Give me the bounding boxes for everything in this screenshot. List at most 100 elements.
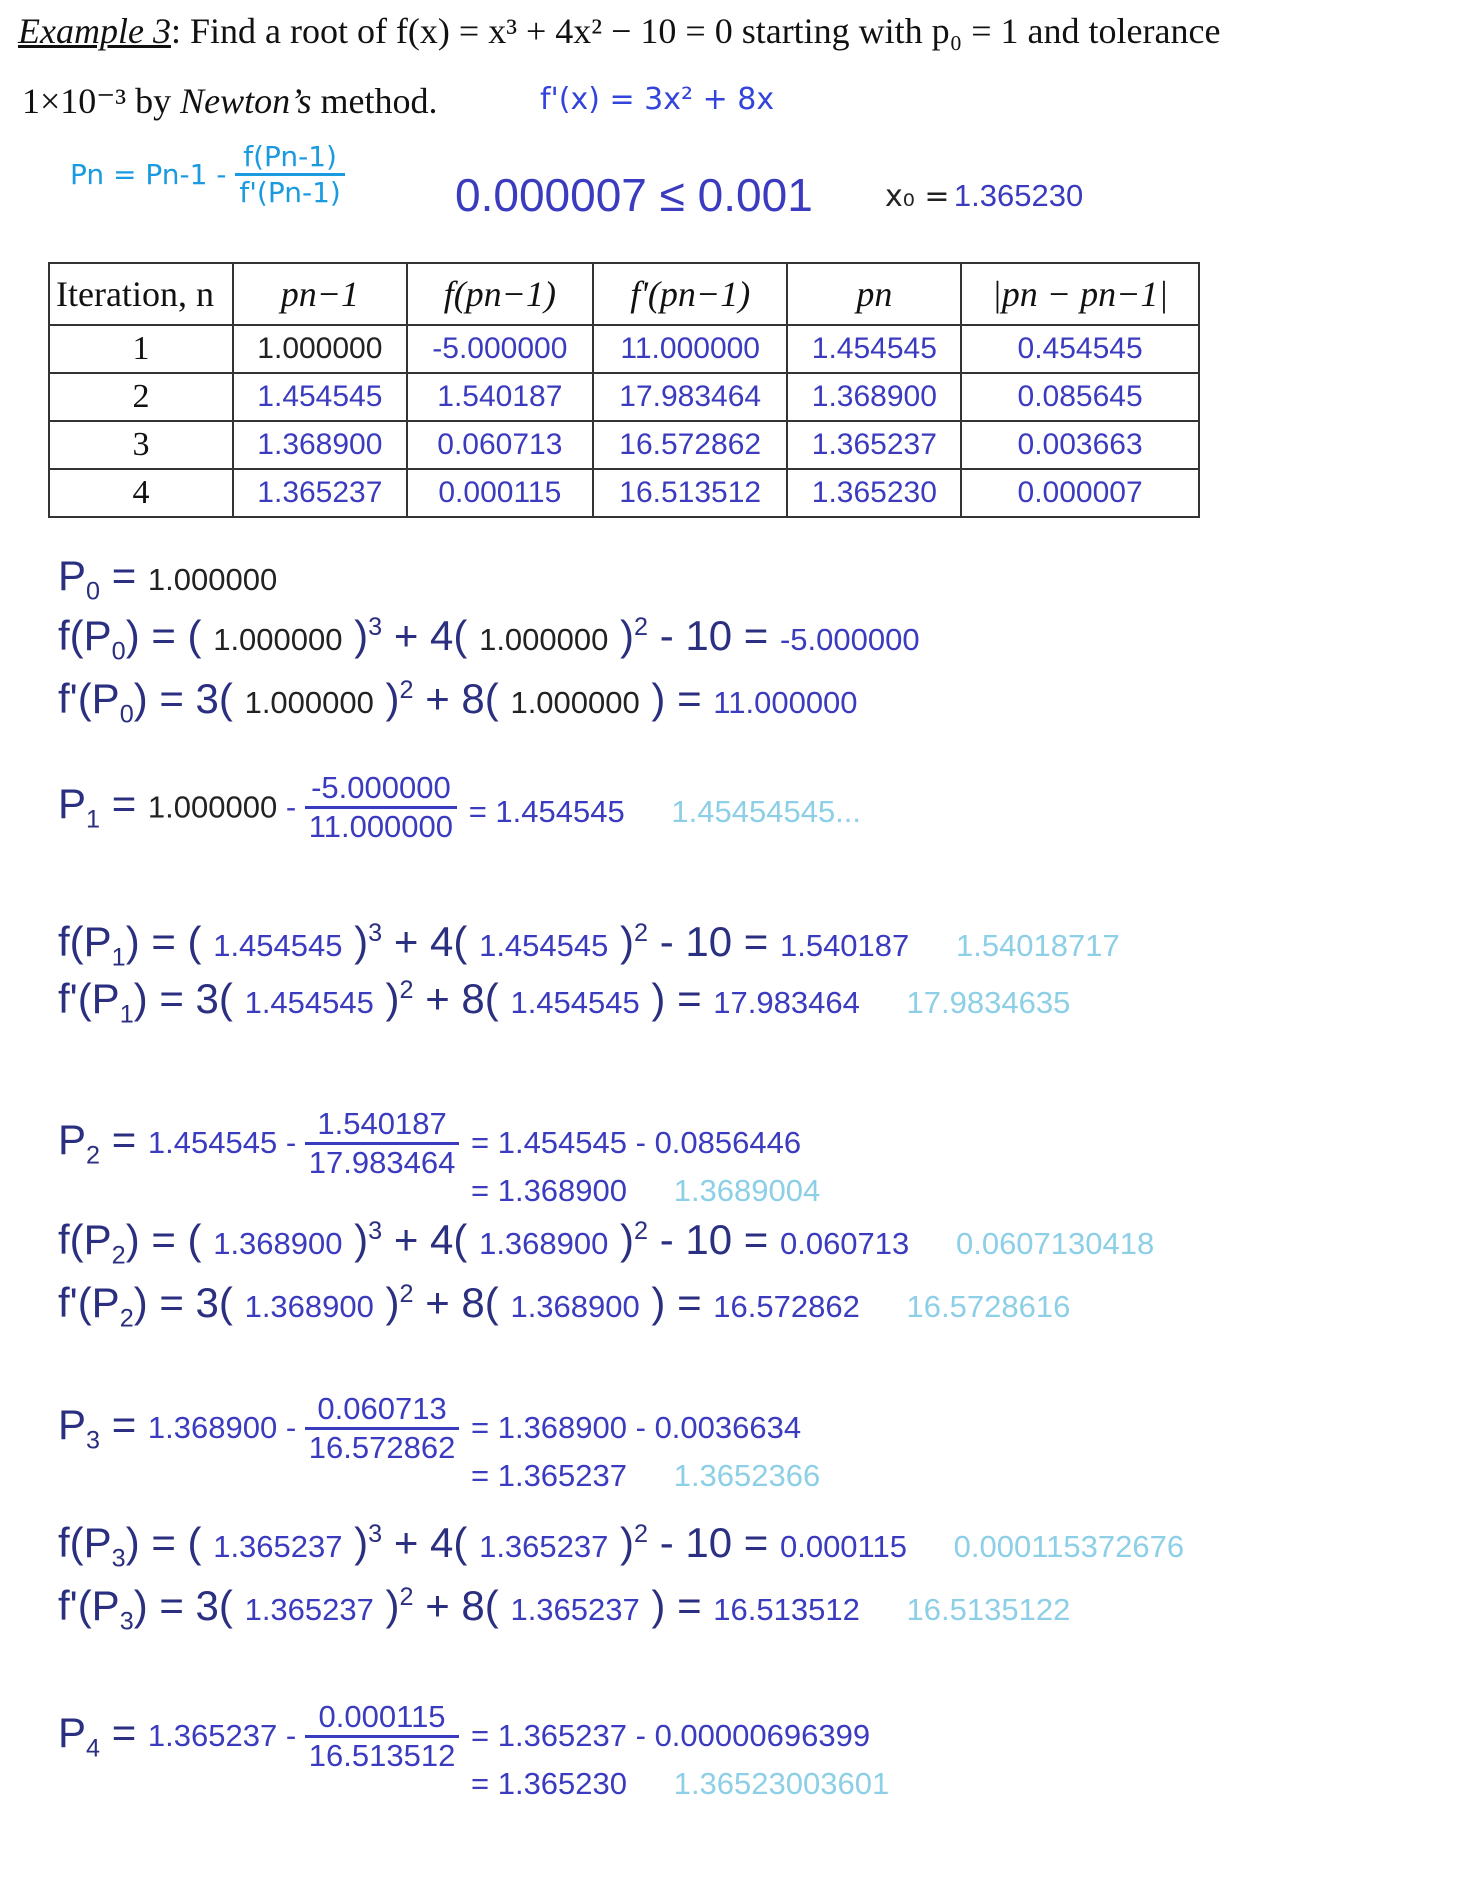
table-cell: 0.000007 [960,468,1200,518]
fprime-fp1-line: f'(P1) = 3( 1.454545 )2 + 8( 1.454545 ) … [58,975,1071,1029]
formula-lhs: Pn = Pn-1 - [70,158,227,191]
p-value: 1.000000 [244,685,374,720]
p-result: = 1.368900 [471,1173,628,1208]
root-value: 1.365230 [953,178,1084,213]
table-cell: 0.060713 [405,420,594,470]
table-cell: 1 [48,324,234,374]
p-value: 1.454545 [479,928,609,963]
fprime-result: 11.000000 [713,685,858,720]
exact-value: 1.45454545... [671,793,862,829]
column-header: Iteration, n [48,262,234,326]
table-cell: 2 [48,372,234,422]
table-cell: 0.454545 [960,324,1200,374]
f-result: -5.000000 [779,622,920,657]
numerator: 0.000115 [304,1699,460,1738]
p-value: 1.000000 [213,622,343,657]
p-step: = 1.368900 - 0.0036634 [471,1410,802,1445]
p-value: 1.454545 [510,985,640,1020]
f-f3-line: f(P3) = ( 1.365237 )3 + 4( 1.365237 )2 -… [58,1519,1185,1573]
table-cell: 1.365237 [232,468,408,518]
p-value: 1.454545 [244,985,374,1020]
fprime-fp0-line: f'(P0) = 3( 1.000000 )2 + 8( 1.000000 ) … [58,675,858,729]
table-cell: 1.368900 [786,372,963,422]
fprime-fp3-line: f'(P3) = 3( 1.365237 )2 + 8( 1.365237 ) … [58,1582,1071,1636]
table-cell: 4 [48,468,234,518]
p-value: 1.368900 [510,1289,640,1324]
p3-line: P3 = 1.368900 - 0.060713 16.572862 = 1.36… [58,1390,821,1494]
prev-value: 1.454545 [147,1125,278,1160]
table-cell: 1.454545 [232,372,408,422]
p-value: 1.000000 [510,685,640,720]
exact-value: 16.5135122 [906,1592,1071,1627]
fprime-result: 16.572862 [713,1289,860,1324]
prev-value: 1.365237 [147,1718,278,1753]
newton-formula: Pn = Pn-1 - f(Pn-1) f'(Pn-1) [70,140,345,209]
column-header: pn−1 [232,262,408,326]
derivative-note: f'(x) = 3x² + 8x [540,82,775,117]
table-cell: 0.000115 [405,468,594,518]
iteration-table: Iteration, n pn−1 f(pn−1) f'(pn−1) pn |p… [48,262,1200,518]
exact-value: 17.9834635 [906,985,1071,1020]
p-value: 1.368900 [244,1289,374,1324]
table-cell: 1.000000 [232,324,408,374]
column-header: pn [786,262,963,326]
f-result: 0.000115 [779,1529,907,1564]
problem-line-1: Example 3: Find a root of f(x) = x³ + 4x… [18,10,1220,52]
root-result: x₀ = 1.365230 [885,178,1083,214]
f-f2-line: f(P2) = ( 1.368900 )3 + 4( 1.368900 )2 -… [58,1216,1155,1270]
table-header: Iteration, n pn−1 f(pn−1) f'(pn−1) pn |p… [48,262,1200,326]
numerator: 1.540187 [304,1106,460,1145]
subscript: 0 [86,577,101,606]
p-value: 1.368900 [213,1226,343,1261]
exact-value: 1.3652366 [673,1458,821,1493]
numerator: -5.000000 [304,770,458,809]
p-value: 1.365237 [213,1529,343,1564]
formula-numerator: f(Pn-1) [235,140,345,176]
table-cell: 1.454545 [786,324,963,374]
table-row: 3 1.368900 0.060713 16.572862 1.365237 0.0036… [48,420,1200,470]
prev-value: 1.368900 [147,1410,278,1445]
p2-line: P2 = 1.454545 - 1.540187 17.983464 = 1.45… [58,1105,821,1209]
table-cell: 0.003663 [960,420,1200,470]
method-text: method. [311,81,438,121]
p-value: 1.365237 [510,1592,640,1627]
fraction: 0.000115 16.513512 [304,1699,460,1774]
p4-line: P4 = 1.365237 - 0.000115 16.513512 = 1.36… [58,1698,890,1802]
numerator: 0.060713 [304,1391,460,1430]
table-cell: 1.365237 [786,420,963,470]
exact-value: 1.36523003601 [673,1766,890,1801]
table-cell: 1.365230 [786,468,963,518]
fraction: 0.060713 16.572862 [304,1391,460,1466]
p-value: 1.365237 [479,1529,609,1564]
f-result: 0.060713 [779,1226,910,1261]
table-cell: 1.540187 [405,372,594,422]
prev-value: 1.000000 [147,789,278,825]
fraction: 1.540187 17.983464 [304,1106,460,1181]
table-row: 1 1.000000 -5.000000 11.000000 1.454545 0.454… [48,324,1200,374]
exact-value: 1.3689004 [673,1173,821,1208]
denominator: 17.983464 [308,1144,456,1180]
problem-line-2: 1×10⁻³ by Newton’s method. [22,80,437,122]
p1-line: P1 = 1.000000 - -5.000000 11.000000 = 1.4… [58,770,862,845]
fraction: -5.000000 11.000000 [304,770,458,845]
f-f1-line: f(P1) = ( 1.454545 )3 + 4( 1.454545 )2 -… [58,918,1120,972]
p0-line: P0 = 1.000000 [58,552,278,606]
denominator: 16.513512 [308,1737,456,1773]
table-cell: 3 [48,420,234,470]
denominator: 16.572862 [308,1429,456,1465]
table-cell: 1.368900 [232,420,408,470]
p-value: 1.365237 [244,1592,374,1627]
p-result: = 1.454545 [468,793,625,829]
p-value: 1.454545 [213,928,343,963]
table-cell: 11.000000 [591,324,789,374]
exact-value: 16.5728616 [906,1289,1071,1324]
column-header: f(pn−1) [405,262,594,326]
exact-value: 0.000115372676 [953,1529,1185,1564]
table-cell: 17.983464 [591,372,789,422]
problem-text: : Find a root of f(x) = x³ + 4x² − 10 = … [170,11,1221,51]
example-label: Example 3 [18,11,171,51]
table-cell: -5.000000 [405,324,594,374]
newton-text: Newton’s [180,81,312,121]
p-result: = 1.365230 [471,1766,628,1801]
